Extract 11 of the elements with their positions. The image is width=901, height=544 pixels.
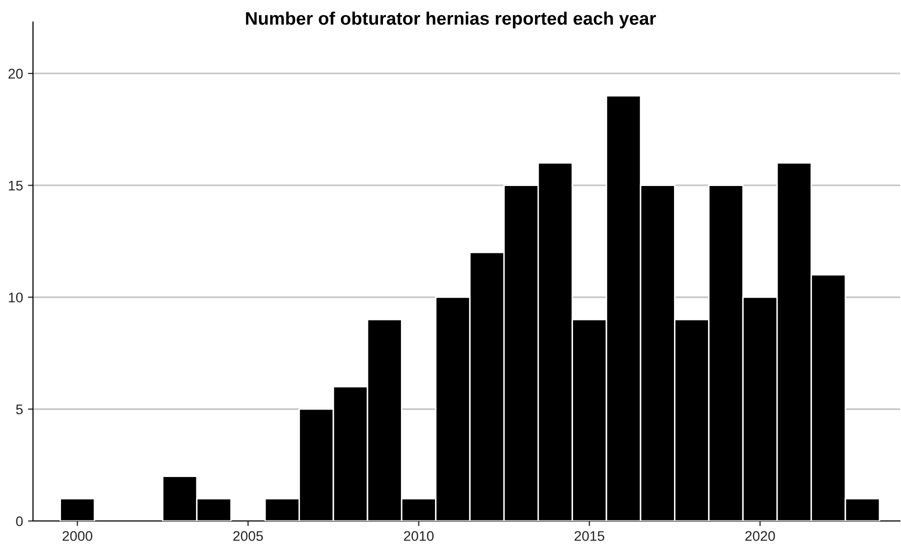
y-tick-label: 5 — [16, 404, 23, 414]
chart-title: Number of obturator hernias reported each year — [246, 12, 656, 28]
y-tick-label: 10 — [8, 292, 23, 302]
x-tick-label: 2010 — [404, 531, 434, 541]
x-tick-label: 2020 — [745, 531, 775, 541]
x-tick-label: 2000 — [62, 531, 92, 541]
y-tick-label: 15 — [8, 180, 23, 191]
x-tick-label: 2015 — [574, 531, 604, 541]
x-tick-label: 2005 — [233, 531, 263, 541]
y-tick-label: 20 — [8, 68, 23, 79]
y-tick-label: 0 — [16, 516, 23, 526]
